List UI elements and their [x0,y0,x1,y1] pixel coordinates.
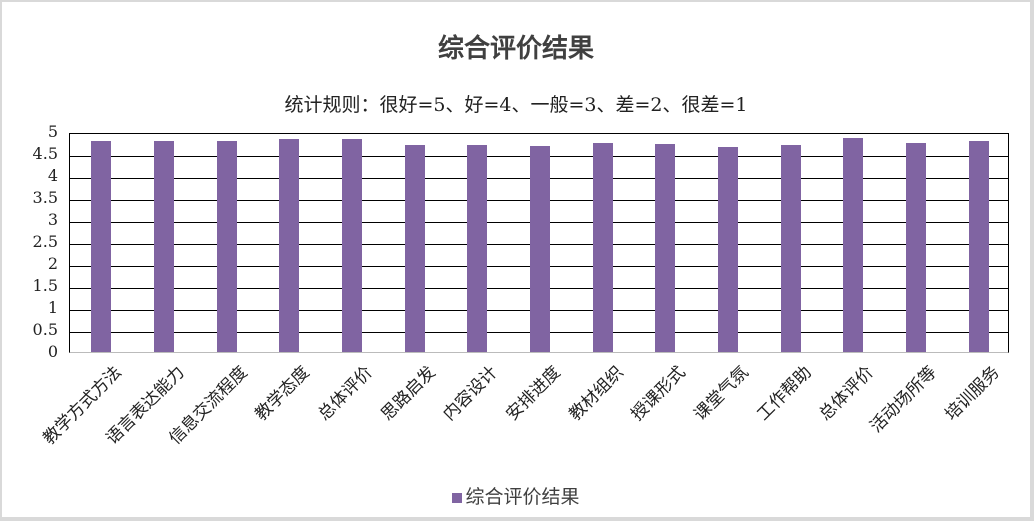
y-tick-label: 3 [47,210,58,229]
legend-label: 综合评价结果 [465,486,580,508]
y-tick-label: 2 [47,254,58,273]
bar [530,145,550,352]
x-tick-label: 活动场所等 [866,362,941,437]
y-tick-label: 1 [47,298,58,317]
plot-area [69,133,1009,353]
y-tick-label: 4 [47,166,58,185]
chart-subtitle: 统计规则：很好=5、好=4、一般=3、差=2、很差=1 [284,94,748,116]
y-tick-label: 1.5 [32,276,58,295]
bar [655,143,676,352]
bar [342,139,362,352]
bar [216,140,237,352]
bar [592,143,613,352]
x-tick-label: 教材组织 [565,362,628,425]
y-tick-label: 3.5 [32,188,58,207]
y-tick-label: 5 [47,122,58,141]
bar [843,137,864,352]
chart-title: 综合评价结果 [437,34,594,64]
x-tick-label: 课堂气氛 [690,362,753,425]
bar [404,144,425,352]
bar [91,140,112,352]
y-tick-label: 0 [47,342,58,361]
bar [279,139,300,352]
x-tick-label: 总体评价 [314,362,377,425]
x-tick-label: 培训服务 [941,362,1004,425]
legend: 综合评价结果 [2,482,1030,509]
y-tick-label: 2.5 [32,232,58,251]
x-tick-label: 工作帮助 [753,362,816,425]
x-tick-label: 授课形式 [627,362,691,425]
bar [906,143,926,352]
x-tick-label: 内容设计 [439,362,503,425]
bar [968,140,989,352]
legend-swatch-icon [452,493,463,503]
bar [154,140,174,352]
x-tick-label: 教学态度 [251,362,315,425]
bar [780,144,801,352]
bar [718,146,738,352]
y-tick-label: 4.5 [32,144,58,163]
x-tick-label: 安排进度 [502,362,565,425]
y-tick-label: 0.5 [32,320,58,339]
x-tick-label: 思路启发 [377,362,440,425]
bar [467,144,488,352]
